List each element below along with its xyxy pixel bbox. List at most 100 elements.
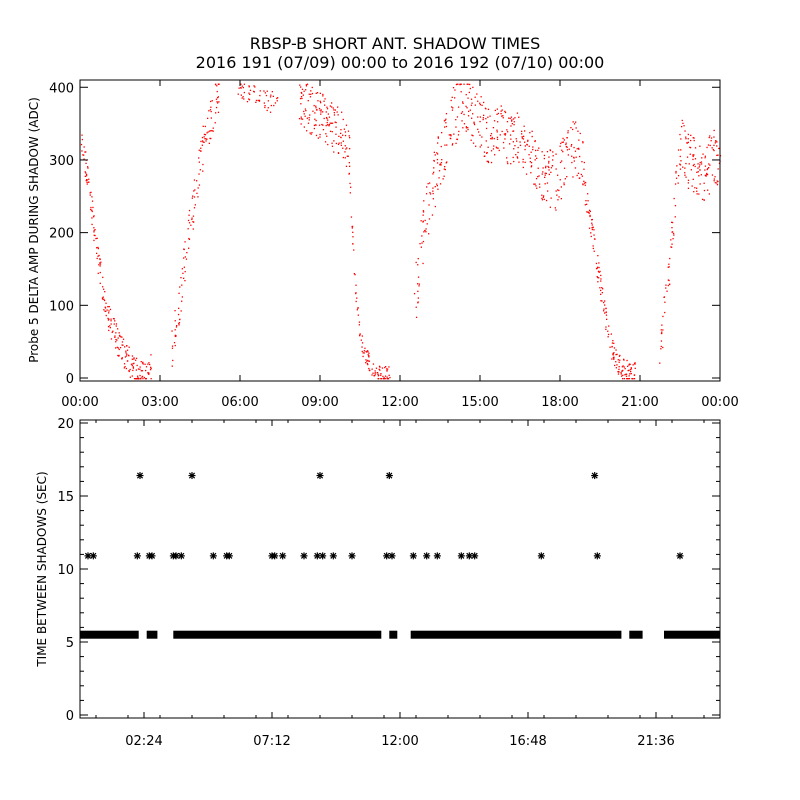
upper-data-point xyxy=(417,297,419,299)
upper-data-point xyxy=(577,172,580,174)
upper-data-point xyxy=(172,359,174,362)
upper-data-point xyxy=(537,176,539,178)
upper-data-point xyxy=(362,355,364,358)
upper-data-point xyxy=(437,153,439,155)
upper-data-point xyxy=(340,144,342,146)
upper-data-point xyxy=(593,229,595,231)
upper-data-point xyxy=(675,170,677,173)
upper-data-point xyxy=(99,282,101,284)
upper-data-point xyxy=(489,115,491,117)
upper-data-point xyxy=(201,144,203,146)
upper-data-point xyxy=(85,173,88,176)
upper-data-point xyxy=(537,167,539,169)
upper-data-point xyxy=(577,130,579,132)
upper-data-point xyxy=(555,168,557,170)
upper-data-point xyxy=(128,346,130,348)
upper-data-point xyxy=(98,254,100,257)
upper-data-point xyxy=(183,257,185,259)
upper-data-point xyxy=(388,374,390,376)
upper-data-point xyxy=(559,145,561,147)
upper-data-point xyxy=(682,166,684,168)
upper-data-point xyxy=(628,364,630,366)
upper-data-point xyxy=(150,378,152,380)
upper-data-point xyxy=(137,375,139,377)
upper-data-point xyxy=(486,152,488,154)
upper-data-point xyxy=(594,238,596,240)
upper-data-point xyxy=(677,182,679,184)
upper-data-point xyxy=(417,258,419,260)
upper-data-point xyxy=(349,192,351,194)
upper-data-point xyxy=(534,140,536,142)
upper-data-point xyxy=(660,340,663,342)
upper-data-point xyxy=(184,271,186,273)
upper-data-point xyxy=(272,95,274,97)
upper-data-point xyxy=(434,186,436,188)
upper-data-point xyxy=(183,277,185,279)
upper-data-point xyxy=(368,352,370,354)
upper-data-point xyxy=(368,355,370,357)
upper-data-point xyxy=(128,370,130,372)
upper-data-point xyxy=(445,118,447,120)
upper-data-point xyxy=(249,93,251,95)
upper-data-point xyxy=(361,346,363,348)
upper-data-point xyxy=(510,125,512,127)
upper-data-point xyxy=(546,182,549,184)
upper-data-point xyxy=(143,376,145,379)
upper-data-point xyxy=(91,196,93,198)
upper-data-point xyxy=(587,200,589,202)
upper-data-point xyxy=(437,137,439,139)
upper-data-point xyxy=(662,329,664,331)
upper-data-point xyxy=(465,130,467,132)
upper-data-point xyxy=(323,117,325,120)
upper-data-point xyxy=(99,258,101,261)
upper-data-point xyxy=(368,360,370,362)
upper-data-point xyxy=(451,106,453,108)
upper-data-point xyxy=(689,153,691,155)
upper-data-point xyxy=(510,138,512,140)
upper-data-point xyxy=(199,169,201,171)
upper-data-point xyxy=(215,106,218,109)
upper-data-point xyxy=(541,197,543,200)
upper-data-point xyxy=(530,172,532,174)
upper-data-point xyxy=(259,94,261,97)
upper-data-point xyxy=(554,207,556,209)
upper-data-point xyxy=(259,90,261,92)
upper-data-point xyxy=(628,375,630,377)
upper-data-point xyxy=(459,83,461,85)
upper-data-point xyxy=(498,149,500,152)
upper-data-point xyxy=(509,143,511,145)
upper-data-point xyxy=(452,87,455,89)
upper-data-point xyxy=(535,185,537,187)
upper-data-point xyxy=(87,166,89,168)
upper-data-point xyxy=(475,145,477,147)
upper-data-point xyxy=(93,229,95,232)
upper-data-point xyxy=(123,367,125,369)
upper-data-point xyxy=(359,335,361,337)
upper-data-point xyxy=(704,174,706,176)
upper-data-point xyxy=(711,174,714,176)
upper-data-point xyxy=(544,172,546,174)
upper-data-point xyxy=(537,149,539,151)
upper-data-point xyxy=(171,345,174,347)
upper-y-axis-label: Probe 5 DELTA AMP DURING SHADOW (ADC) xyxy=(27,97,41,363)
upper-data-point xyxy=(586,211,588,213)
upper-data-point xyxy=(504,111,507,114)
upper-data-point xyxy=(696,187,698,189)
lower-y-tick-label: 0 xyxy=(66,709,74,724)
upper-data-point xyxy=(267,107,269,109)
upper-data-point xyxy=(329,130,332,132)
upper-panel: 00:00 03:00 06:00 09:00 12:00 15:00 18:00 21:00… xyxy=(27,79,739,410)
upper-data-point xyxy=(432,192,434,195)
upper-data-point xyxy=(298,118,301,120)
upper-data-point xyxy=(522,138,525,140)
upper-data-point xyxy=(679,155,681,158)
upper-data-point xyxy=(500,105,502,107)
upper-data-point xyxy=(618,366,620,368)
upper-data-point xyxy=(253,91,255,93)
upper-data-point xyxy=(532,146,534,148)
upper-data-point xyxy=(368,367,370,370)
upper-data-point xyxy=(671,221,673,223)
upper-data-point xyxy=(545,165,547,167)
upper-data-point xyxy=(240,87,242,89)
upper-data-point xyxy=(331,106,333,108)
